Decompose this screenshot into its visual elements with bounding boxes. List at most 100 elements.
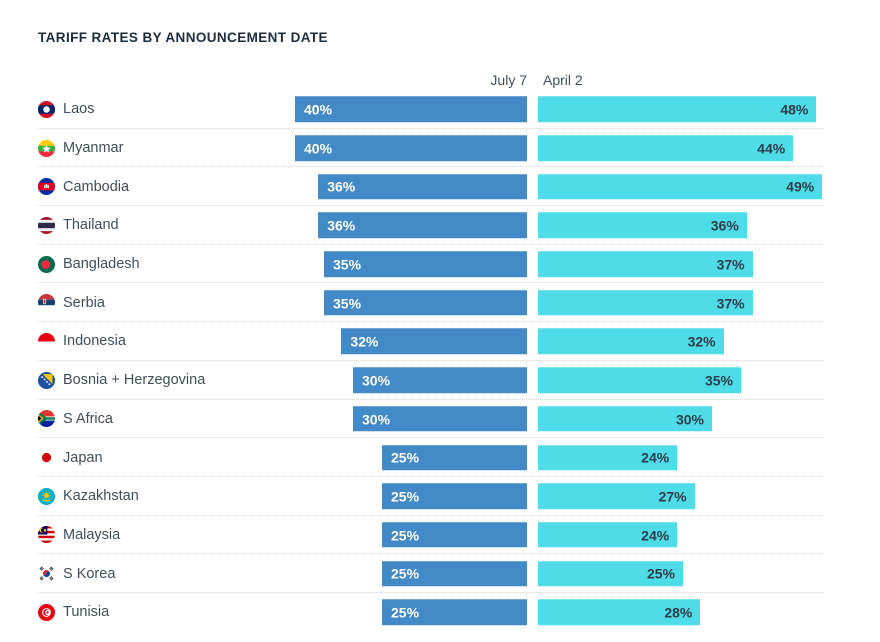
april2-bar: 30% bbox=[538, 406, 712, 432]
row-separator bbox=[38, 398, 823, 400]
malaysia-flag-icon bbox=[38, 526, 55, 544]
april2-bar: 35% bbox=[538, 367, 741, 393]
country-cell: Japan bbox=[38, 438, 103, 477]
row-separator bbox=[38, 591, 823, 593]
april2-bar-value: 49% bbox=[786, 178, 815, 195]
july7-bar-value: 25% bbox=[391, 449, 420, 466]
bangladesh-flag-icon bbox=[38, 255, 55, 273]
april2-bar-value: 35% bbox=[704, 372, 733, 389]
july7-bar: 25% bbox=[382, 444, 527, 471]
country-cell: S Africa bbox=[38, 400, 113, 439]
row-separator bbox=[38, 475, 823, 477]
july7-bar: 40% bbox=[295, 135, 527, 161]
laos-flag-icon bbox=[38, 100, 55, 118]
country-cell: Thailand bbox=[38, 206, 119, 245]
country-label: Serbia bbox=[63, 294, 105, 311]
april2-bar-value: 25% bbox=[646, 565, 675, 582]
july7-bar-value: 30% bbox=[362, 372, 391, 389]
april2-bar: 27% bbox=[538, 483, 695, 509]
april2-bar: 48% bbox=[538, 96, 817, 123]
country-label: Myanmar bbox=[63, 140, 124, 157]
country-cell: Tunisia bbox=[38, 593, 109, 632]
row-separator bbox=[38, 514, 823, 516]
chart-row: Bosnia + Herzegovina 30% 35% bbox=[0, 361, 880, 400]
country-cell: Laos bbox=[38, 90, 94, 129]
july7-bar: 30% bbox=[353, 406, 527, 432]
tunisia-flag-icon bbox=[38, 603, 55, 621]
july7-bar-value: 30% bbox=[362, 410, 391, 427]
chart-row: S Korea 25% 25% bbox=[0, 554, 880, 593]
serbia-flag-icon bbox=[38, 294, 55, 312]
april2-bar-value: 36% bbox=[710, 217, 739, 234]
country-cell: Serbia bbox=[38, 283, 105, 322]
japan-flag-icon bbox=[38, 449, 55, 467]
country-cell: S Korea bbox=[38, 554, 115, 593]
row-separator bbox=[38, 243, 823, 245]
chart-row: Serbia 35% 37% bbox=[0, 283, 880, 323]
country-cell: Bangladesh bbox=[38, 245, 140, 284]
july7-bar-value: 40% bbox=[304, 140, 333, 157]
april2-bar-value: 32% bbox=[687, 333, 716, 350]
july7-bar: 25% bbox=[382, 522, 527, 548]
april2-bar-value: 30% bbox=[675, 410, 704, 427]
chart-row: Kazakhstan 25% 27% bbox=[0, 477, 880, 516]
july7-bar-value: 40% bbox=[304, 101, 333, 118]
cambodia-flag-icon bbox=[38, 178, 55, 196]
column-headers: July 7 April 2 bbox=[0, 72, 880, 90]
row-separator bbox=[38, 166, 823, 168]
row-separator bbox=[38, 127, 823, 129]
chart-title: TARIFF RATES BY ANNOUNCEMENT DATE bbox=[38, 30, 328, 45]
april2-bar: 24% bbox=[538, 522, 678, 548]
myanmar-flag-icon bbox=[38, 139, 55, 157]
chart-row: Cambodia 36% 49% bbox=[0, 167, 880, 207]
bar-rows: Laos 40% 48% Myanmar 40% 44% Cambodia 36… bbox=[0, 90, 880, 632]
chart-row: Laos 40% 48% bbox=[0, 90, 880, 129]
row-separator bbox=[38, 205, 823, 207]
july7-bar-value: 25% bbox=[391, 488, 420, 505]
july7-bar: 35% bbox=[324, 251, 527, 277]
july7-bar: 32% bbox=[341, 328, 527, 355]
column-header-april2: April 2 bbox=[543, 72, 583, 88]
july7-bar: 36% bbox=[318, 212, 527, 239]
chart-row: Indonesia 32% 32% bbox=[0, 322, 880, 361]
country-cell: Cambodia bbox=[38, 167, 129, 206]
thailand-flag-icon bbox=[38, 216, 55, 234]
country-label: Tunisia bbox=[63, 604, 110, 621]
july7-bar-value: 25% bbox=[391, 604, 420, 621]
july7-bar: 25% bbox=[382, 560, 527, 587]
april2-bar: 25% bbox=[538, 560, 683, 587]
april2-bar-value: 37% bbox=[716, 294, 745, 311]
country-cell: Kazakhstan bbox=[38, 477, 139, 516]
row-separator bbox=[38, 359, 823, 361]
july7-bar: 36% bbox=[318, 173, 527, 200]
country-cell: Myanmar bbox=[38, 129, 123, 168]
country-label: Malaysia bbox=[63, 526, 121, 543]
chart-row: Tunisia 25% 28% bbox=[0, 593, 880, 632]
july7-bar: 40% bbox=[295, 96, 527, 123]
row-separator bbox=[38, 282, 823, 284]
july7-bar-value: 36% bbox=[327, 217, 356, 234]
july7-bar: 30% bbox=[353, 367, 527, 393]
april2-bar: 49% bbox=[538, 173, 823, 200]
april2-bar: 32% bbox=[538, 328, 724, 355]
country-cell: Malaysia bbox=[38, 516, 120, 555]
april2-bar: 24% bbox=[538, 444, 678, 471]
april2-bar-value: 44% bbox=[757, 140, 786, 157]
country-cell: Bosnia + Herzegovina bbox=[38, 361, 205, 400]
country-label: Bangladesh bbox=[63, 256, 140, 273]
chart-row: Bangladesh 35% 37% bbox=[0, 245, 880, 284]
april2-bar-value: 27% bbox=[658, 488, 687, 505]
july7-bar-value: 32% bbox=[350, 333, 379, 350]
chart-row: Thailand 36% 36% bbox=[0, 206, 880, 245]
country-label: Thailand bbox=[63, 217, 119, 234]
row-separator bbox=[38, 321, 823, 323]
april2-bar-value: 24% bbox=[641, 526, 670, 543]
july7-bar-value: 35% bbox=[333, 256, 362, 273]
april2-bar: 37% bbox=[538, 290, 753, 316]
july7-bar-value: 25% bbox=[391, 526, 420, 543]
kazakhstan-flag-icon bbox=[38, 487, 55, 505]
chart-row: S Africa 30% 30% bbox=[0, 400, 880, 439]
chart-row: Japan 25% 24% bbox=[0, 438, 880, 477]
country-cell: Indonesia bbox=[38, 322, 126, 361]
